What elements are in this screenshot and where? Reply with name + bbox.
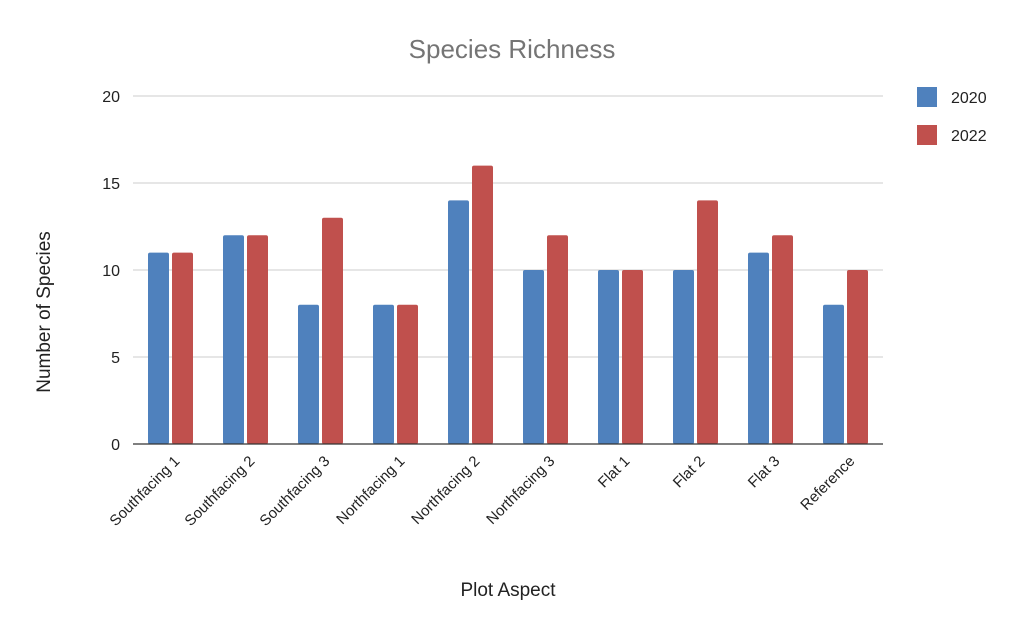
bar-2022 [397, 304, 418, 444]
bar-2022 [322, 217, 343, 444]
y-axis-title: Number of Species [34, 231, 55, 393]
x-tick-label: Flat 3 [745, 453, 784, 492]
legend-swatch-2022 [917, 125, 937, 145]
legend-label-2020: 2020 [951, 90, 987, 107]
x-tick-label: Northfacing 3 [483, 453, 558, 528]
x-axis-title: Plot Aspect [460, 580, 556, 601]
y-tick-label: 10 [102, 263, 120, 280]
chart-title: Species Richness [409, 34, 616, 64]
bar-2020 [598, 270, 619, 444]
legend-swatch-2020 [917, 87, 937, 107]
x-tick-label: Southfacing 1 [106, 453, 183, 530]
bar-2020 [673, 270, 694, 444]
y-tick-label: 5 [111, 350, 120, 367]
x-tick-label: Southfacing 2 [181, 453, 258, 530]
x-tick-label: Reference [797, 453, 858, 514]
x-tick-label: Northfacing 1 [333, 453, 408, 528]
bar-2022 [622, 270, 643, 444]
bar-2020 [298, 304, 319, 444]
bar-2020 [373, 304, 394, 444]
x-tick-label: Southfacing 3 [256, 453, 333, 530]
x-tick-label: Flat 2 [670, 453, 709, 492]
legend-label-2022: 2022 [951, 128, 987, 145]
bar-2020 [448, 200, 469, 444]
bar-2022 [172, 252, 193, 444]
bar-2020 [523, 270, 544, 444]
bar-2022 [772, 235, 793, 444]
bars [148, 165, 868, 444]
bar-2020 [223, 235, 244, 444]
bar-2022 [547, 235, 568, 444]
bar-2020 [148, 252, 169, 444]
y-tick-label: 15 [102, 176, 120, 193]
bar-2022 [847, 270, 868, 444]
x-tick-label: Flat 1 [595, 453, 634, 492]
gridlines [133, 95, 883, 358]
y-tick-label: 0 [111, 437, 120, 454]
bar-2022 [472, 165, 493, 444]
bar-2022 [247, 235, 268, 444]
bar-2020 [823, 304, 844, 444]
bar-2020 [748, 252, 769, 444]
bar-2022 [697, 200, 718, 444]
x-tick-label: Northfacing 2 [408, 453, 483, 528]
legend: 2020 2022 [917, 87, 987, 145]
y-axis-ticks: 0 5 10 15 20 [102, 89, 120, 454]
y-tick-label: 20 [102, 89, 120, 106]
